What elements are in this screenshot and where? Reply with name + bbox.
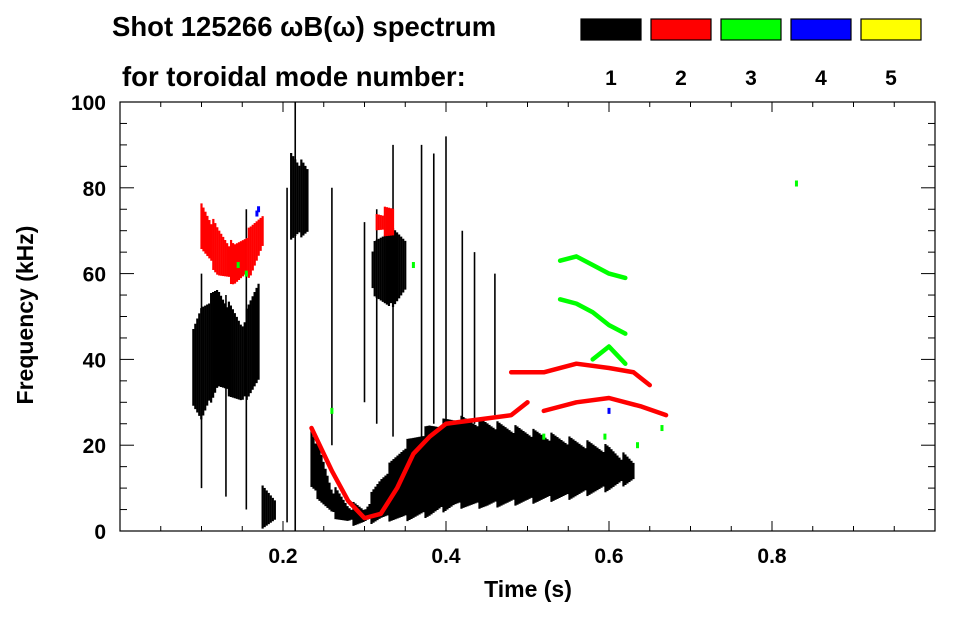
y-tick-label: 20 xyxy=(83,435,106,458)
mode-3-dot xyxy=(660,425,664,432)
mode-1-band-3 xyxy=(310,415,635,526)
legend-swatch-mode-3 xyxy=(720,18,782,41)
mode-3-dot xyxy=(411,262,415,269)
mode-4-dot xyxy=(257,206,261,213)
mode-2-line-8 xyxy=(309,400,530,521)
mode-4-dots-15 xyxy=(255,206,611,414)
mode-1-band-1 xyxy=(261,485,276,529)
mode-3-dot xyxy=(244,270,248,277)
mode-legend: 1 2 3 4 5 xyxy=(580,18,922,90)
x-tick-label: 0.2 xyxy=(268,545,297,568)
y-tick-label: 80 xyxy=(83,178,106,201)
x-tick-label: 0.4 xyxy=(431,545,461,568)
chart-title: Shot 125266 ωB(ω) spectrum xyxy=(112,11,496,42)
y-ticks: 0 20 40 60 80 100 xyxy=(71,92,935,544)
chart-subtitle: for toroidal mode number: xyxy=(122,61,466,92)
mode-2-band-6 xyxy=(200,203,264,285)
legend-swatch-mode-5 xyxy=(860,18,922,41)
mode-3-dot xyxy=(636,442,640,449)
y-axis-label: Frequency (kHz) xyxy=(12,226,38,405)
x-tick-label: 0.6 xyxy=(594,545,623,568)
axes: 0.2 0.4 0.6 0.8 0 20 40 60 80 100 xyxy=(71,92,936,568)
mode-3-dot xyxy=(330,407,334,414)
mode-3-dot xyxy=(794,180,798,187)
legend-swatch-mode-1 xyxy=(580,18,642,41)
y-tick-label: 40 xyxy=(83,349,106,372)
y-tick-label: 0 xyxy=(94,521,106,544)
mode-1-band-4 xyxy=(371,228,407,308)
y-tick-label: 100 xyxy=(71,92,106,115)
mode-3-line-11 xyxy=(557,254,628,281)
mode-3-dot xyxy=(236,262,240,269)
mode-4-dot xyxy=(607,407,611,414)
mode-3-line-12 xyxy=(557,297,628,336)
x-axis-label: Time (s) xyxy=(484,576,572,602)
legend-label-mode-2: 2 xyxy=(675,67,687,90)
mode-3-dot xyxy=(603,433,607,440)
legend-label-mode-3: 3 xyxy=(745,67,757,90)
legend-label-mode-4: 4 xyxy=(815,67,827,90)
mode-1-band-0 xyxy=(192,283,260,420)
mode-2-line-9 xyxy=(508,361,652,388)
x-tick-label: 0.8 xyxy=(757,545,787,568)
mode-4-dot xyxy=(255,210,259,217)
mode-3-line-13 xyxy=(590,344,628,366)
legend-label-mode-1: 1 xyxy=(605,67,617,90)
mode-2-line-10 xyxy=(541,395,669,418)
mode-2-band-7 xyxy=(375,206,395,237)
mode-1-band-2 xyxy=(290,152,309,240)
x-ticks: 0.2 0.4 0.6 0.8 xyxy=(160,102,895,568)
y-tick-label: 60 xyxy=(83,264,106,287)
plot-area xyxy=(192,102,798,531)
mode-3-dot xyxy=(542,433,546,440)
legend-swatch-mode-4 xyxy=(790,18,852,41)
mode-1-verticals-5 xyxy=(200,102,496,531)
legend-label-mode-5: 5 xyxy=(885,67,897,90)
legend-swatch-mode-2 xyxy=(650,18,712,41)
mode-3-dots-14 xyxy=(236,180,798,449)
